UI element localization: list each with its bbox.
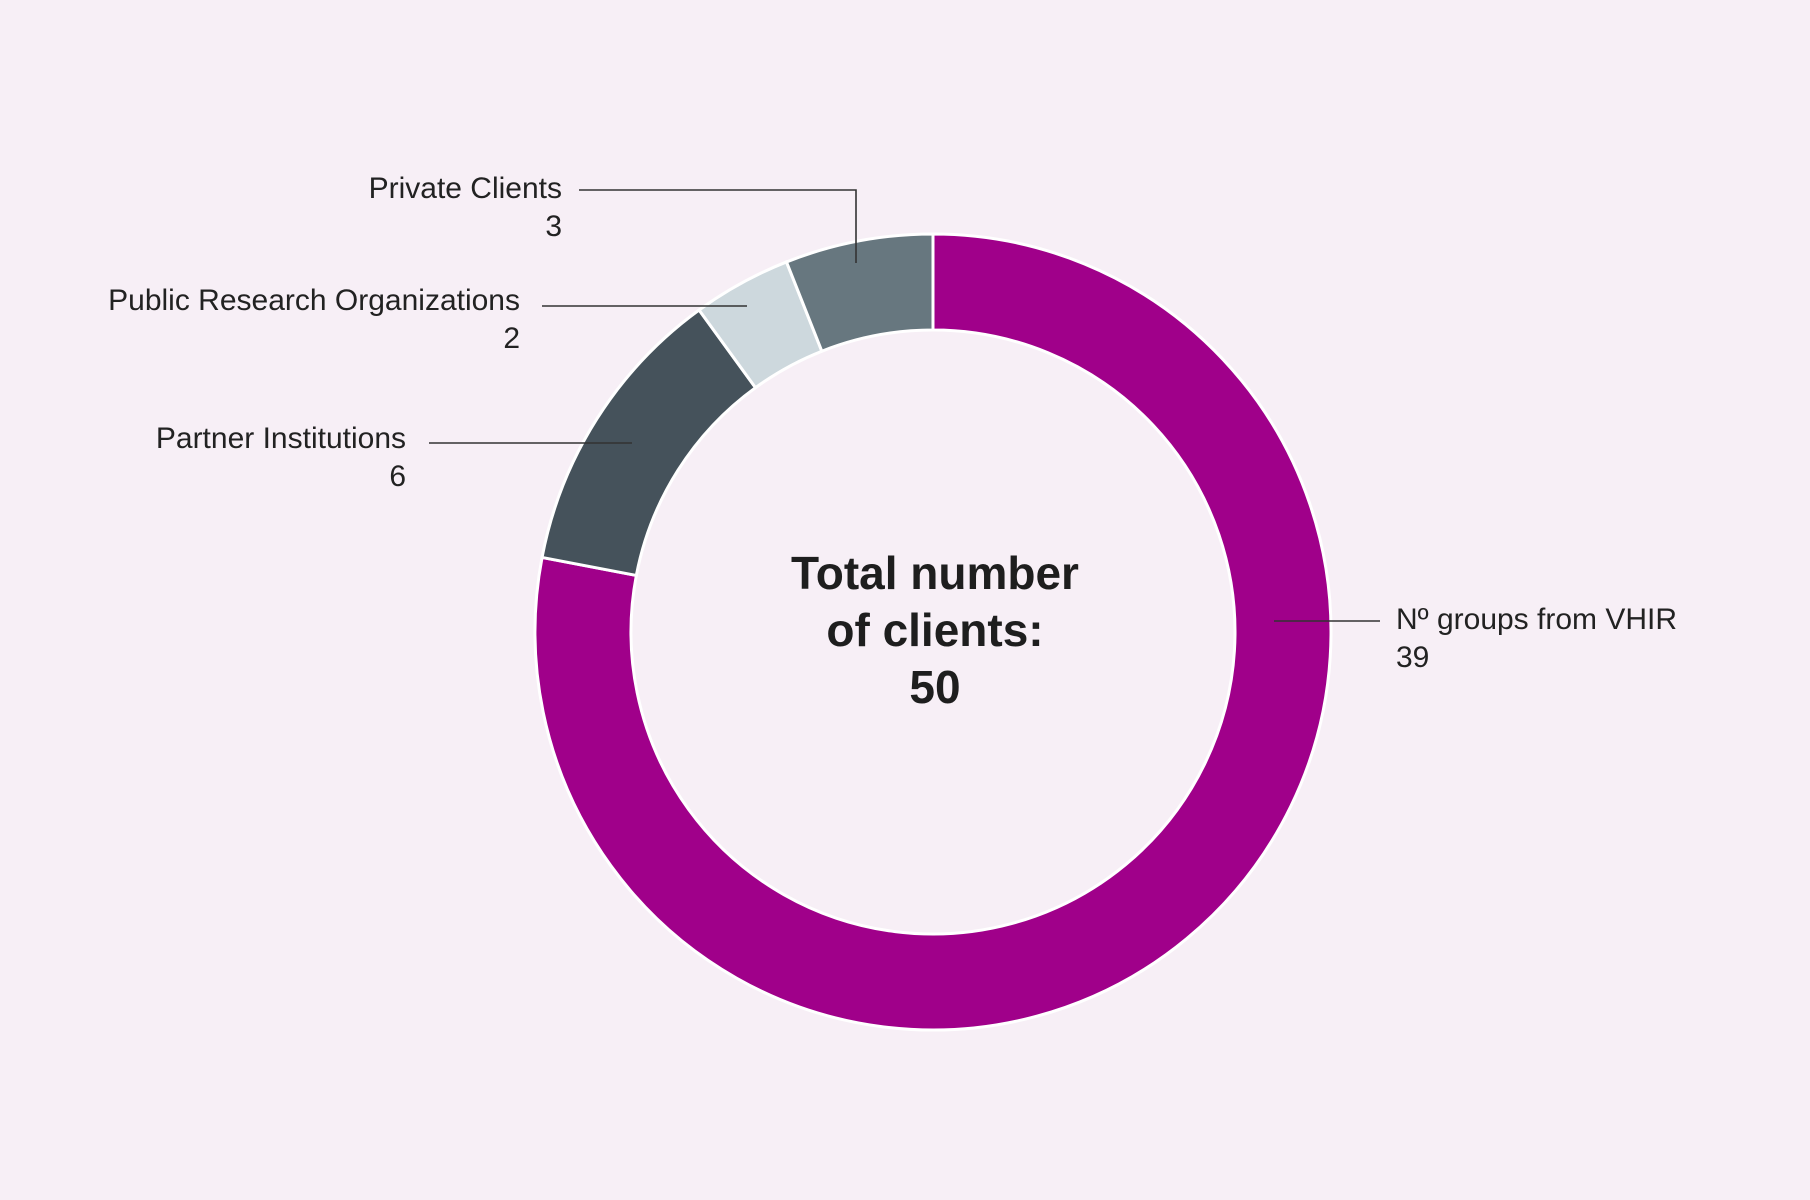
donut-segment xyxy=(533,232,1333,1032)
donut-segment xyxy=(784,232,935,354)
slice-value: 3 xyxy=(545,210,562,243)
slice-value: 2 xyxy=(503,322,520,355)
center-title: of clients: xyxy=(826,604,1043,656)
center-title: Total number xyxy=(791,547,1079,599)
slice-value: 6 xyxy=(389,460,406,493)
slice-label: Partner Institutions xyxy=(156,422,406,455)
center-total: 50 xyxy=(909,661,960,713)
slice-label: Nº groups from VHIR xyxy=(1396,603,1677,636)
slice-label: Public Research Organizations xyxy=(108,284,520,317)
leader-line xyxy=(579,189,857,263)
slice-label: Private Clients xyxy=(369,172,562,205)
slice-value: 39 xyxy=(1396,641,1429,674)
